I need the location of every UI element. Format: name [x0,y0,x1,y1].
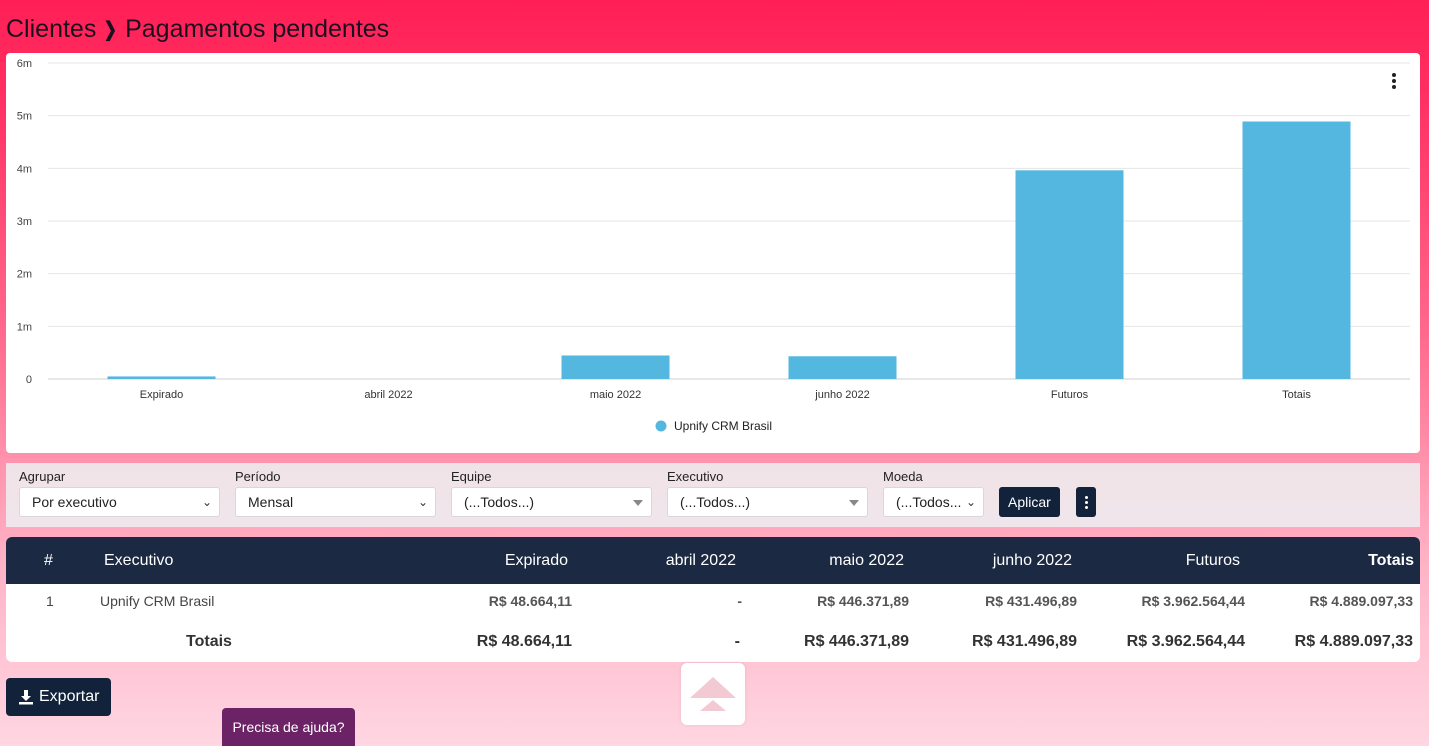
legend-marker [655,420,667,432]
totals-future: R$ 3.962.564,44 [1126,633,1245,650]
totals-may: R$ 446.371,89 [804,633,909,650]
chart-menu-kebab-icon[interactable] [1390,73,1398,91]
row-totals: R$ 4.889.097,33 [1309,593,1413,609]
col-header-expired[interactable]: Expirado [504,552,568,569]
currency-value: (...Todos... [896,494,962,510]
col-header-june[interactable]: junho 2022 [992,552,1072,569]
row-future: R$ 3.962.564,44 [1141,593,1245,609]
export-button[interactable]: Exportar [6,678,112,716]
x-tick-label: maio 2022 [590,389,641,401]
legend-label: Upnify CRM Brasil [674,419,772,433]
col-header-executive[interactable]: Executivo [104,552,174,569]
row-may: R$ 446.371,89 [817,593,909,609]
col-header-totals[interactable]: Totais [1368,552,1414,569]
row-june: R$ 431.496,89 [985,593,1077,609]
chevron-down-icon: ⌄ [965,495,976,509]
y-tick-label: 4m [17,163,32,175]
y-tick-label: 3m [17,216,32,228]
totals-june: R$ 431.496,89 [972,633,1077,650]
filter-currency-label: Moeda [883,469,923,484]
table-header: # Executivo Expirado abril 2022 maio 202… [6,537,1420,584]
y-tick-label: 2m [17,269,32,281]
group-by-select[interactable]: Por executivo ⌄ [19,487,220,517]
bar-chart: 0 1m 2m 3m 4m 5m 6m Expirado abril 2022 maio 2022… [17,58,1410,433]
breadcrumb: Clientes ❯ Pagamentos pendentes [6,12,389,46]
x-tick-label: Totais [1282,389,1311,401]
row-executive[interactable]: Upnify CRM Brasil [100,593,215,609]
x-tick-label: Expirado [140,389,183,401]
totals-totals: R$ 4.889.097,33 [1294,633,1413,650]
totals-april: - [734,633,740,650]
bar [788,356,897,379]
apply-button[interactable]: Aplicar [999,487,1060,517]
x-tick-label: abril 2022 [364,389,412,401]
filter-period-label: Período [235,469,281,484]
team-value: (...Todos...) [464,494,535,510]
caret-down-icon [849,500,859,506]
col-header-index: # [44,552,53,569]
bar [107,376,216,379]
chart-card: 0 1m 2m 3m 4m 5m 6m Expirado abril 2022 maio 2022… [6,53,1420,453]
row-april: - [737,593,742,609]
group-by-value: Por executivo [32,494,117,510]
totals-expired: R$ 48.664,11 [476,633,572,650]
period-value: Mensal [248,494,294,510]
caret-down-icon [633,500,643,506]
y-tick-label: 6m [17,58,32,70]
scroll-top-button[interactable] [681,663,745,725]
filters-bar: Agrupar Por executivo ⌄ Período Mensal ⌄… [6,463,1420,527]
export-label: Exportar [39,688,100,705]
col-header-april[interactable]: abril 2022 [665,552,736,569]
x-tick-label: Futuros [1051,389,1089,401]
breadcrumb-parent[interactable]: Clientes [6,14,97,43]
y-tick-label: 0 [26,374,32,386]
currency-select[interactable]: (...Todos... ⌄ [883,487,984,517]
arrow-up-icon [690,677,736,711]
page-title: Pagamentos pendentes [125,14,390,43]
chevron-right-icon: ❯ [104,18,118,41]
bar [561,355,670,379]
row-expired: R$ 48.664,11 [488,593,572,609]
col-header-future[interactable]: Futuros [1185,552,1240,569]
filter-exec-label: Executivo [667,469,724,484]
period-select[interactable]: Mensal ⌄ [235,487,436,517]
totals-label: Totais [186,633,232,650]
filter-team-label: Equipe [451,469,492,484]
chevron-down-icon: ⌄ [201,495,212,509]
row-index: 1 [46,593,54,609]
filter-group-label: Agrupar [19,469,66,484]
payments-table: # Executivo Expirado abril 2022 maio 202… [6,537,1420,662]
y-tick-label: 5m [17,111,32,123]
col-header-may[interactable]: maio 2022 [829,552,904,569]
x-tick-label: junho 2022 [814,389,869,401]
y-tick-label: 1m [17,321,32,333]
team-select[interactable]: (...Todos...) [451,487,652,517]
bar [1015,170,1124,379]
help-button[interactable]: Precisa de ajuda? [222,708,355,746]
chevron-down-icon: ⌄ [417,495,428,509]
more-options-kebab-icon[interactable] [1076,487,1096,517]
executive-value: (...Todos...) [680,494,751,510]
download-icon [19,690,33,705]
bar [1242,121,1351,379]
executive-select[interactable]: (...Todos...) [667,487,868,517]
